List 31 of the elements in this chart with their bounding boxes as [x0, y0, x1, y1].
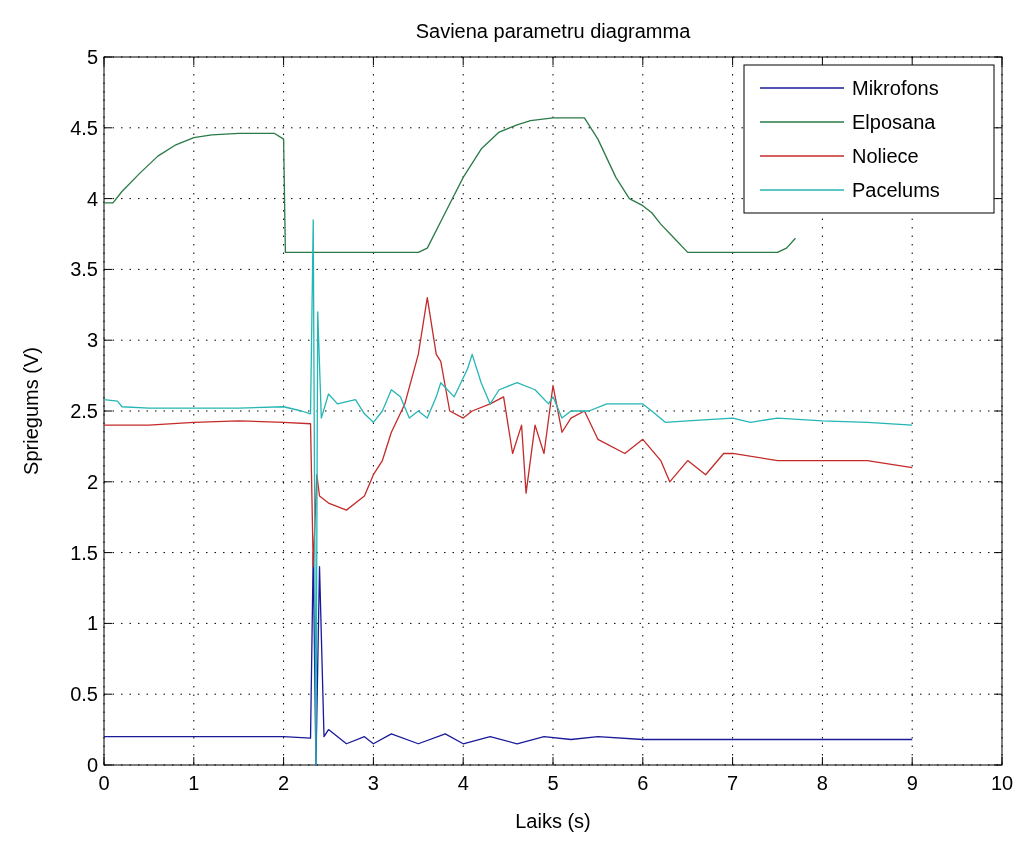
x-tick-label: 7 — [727, 772, 739, 794]
line-series — [103, 219, 913, 766]
x-tick-label: 8 — [816, 772, 828, 794]
y-tick-label: 5 — [86, 46, 98, 68]
x-tick-label: 3 — [367, 772, 379, 794]
x-tick-label: 4 — [457, 772, 469, 794]
line-series — [103, 297, 913, 568]
y-tick-label: 0 — [86, 754, 98, 776]
y-tick-label: 4 — [86, 187, 98, 210]
x-tick-label: 1 — [188, 772, 200, 794]
x-tick-label: 9 — [906, 772, 918, 794]
legend-label: Pacelums — [852, 179, 940, 201]
legend-label: Noliece — [852, 145, 919, 167]
y-tick-label: 2.5 — [70, 400, 98, 422]
y-tick-label: 4.5 — [70, 116, 98, 139]
line-series — [103, 117, 797, 254]
y-tick-label: 0.5 — [70, 683, 98, 706]
legend-label: Elposana — [852, 111, 937, 133]
y-tick-label: 3 — [86, 329, 98, 352]
y-tick-label: 3.5 — [70, 258, 98, 281]
y-tick-label: 2 — [86, 470, 98, 493]
y-tick-label: 1 — [86, 612, 98, 635]
y-tick-label: 1.5 — [70, 541, 98, 564]
x-tick-label: 2 — [278, 772, 290, 794]
legend-label: Mikrofons — [852, 77, 939, 99]
x-tick-label: 10 — [990, 772, 1014, 794]
x-tick-label: 5 — [547, 772, 559, 794]
x-tick-label: 6 — [637, 772, 649, 794]
x-axis-title: Laiks (s) — [515, 810, 591, 832]
y-axis-title: Spriegums (V) — [20, 347, 42, 475]
chart-title: Saviena parametru diagramma — [415, 20, 692, 42]
